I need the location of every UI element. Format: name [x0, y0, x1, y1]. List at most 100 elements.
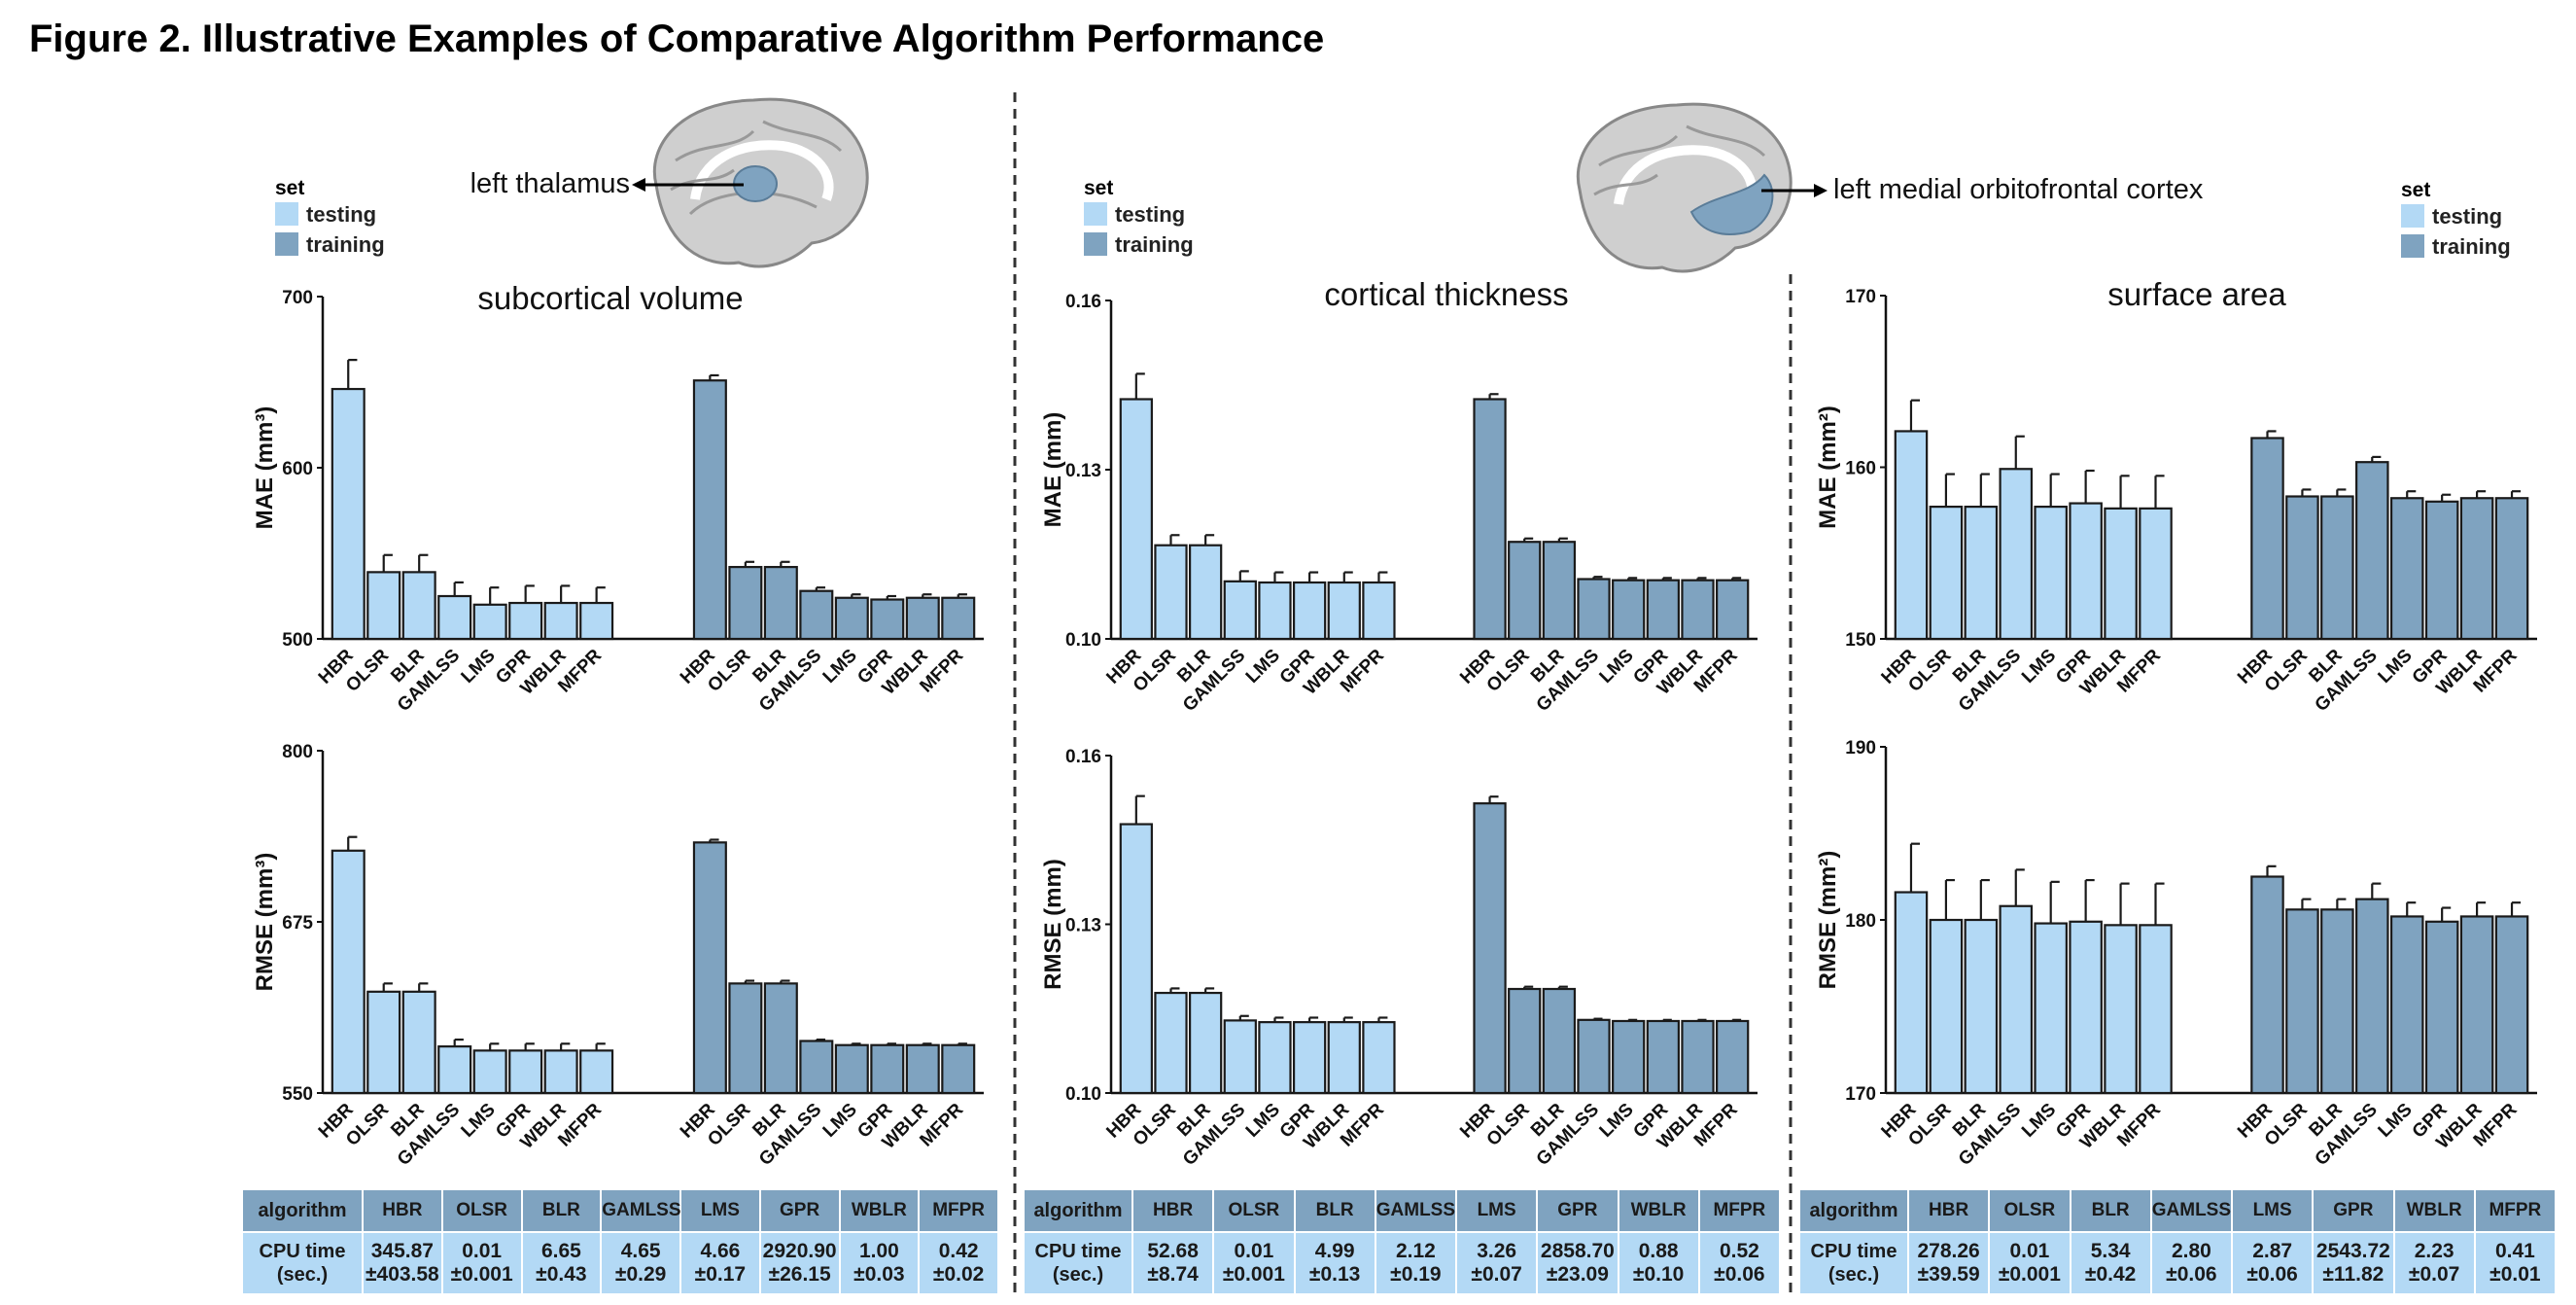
bar-training-mfpr	[1716, 579, 1750, 641]
cpu-cell: 0.01 ±0.001	[1212, 1231, 1296, 1295]
cpu-mean: 345.87	[370, 1240, 434, 1262]
bar-testing-olsr	[1154, 991, 1188, 1095]
bar-training-gamlss	[2355, 898, 2389, 1095]
bar-training-hbr	[1473, 398, 1507, 641]
cpu-mean: 0.41	[2494, 1240, 2535, 1262]
bar-training-wblr	[905, 596, 940, 641]
cpu-sd: ±39.59	[1917, 1263, 1980, 1286]
cpu-algo-gpr: GPR	[1536, 1188, 1619, 1233]
x-tick-label: LMS	[1242, 1100, 1284, 1142]
cpu-table-header-label: algorithm	[241, 1188, 364, 1233]
cpu-cell: 0.01 ±0.001	[1988, 1231, 2071, 1295]
bar-testing-olsr	[1154, 544, 1188, 641]
y-axis-label: RMSE (mm²)	[1815, 851, 1841, 990]
cpu-cell: 278.26 ±39.59	[1906, 1231, 1991, 1295]
cpu-algo-olsr: OLSR	[440, 1188, 523, 1233]
bar-training-hbr	[2250, 437, 2284, 641]
bar-testing-hbr	[1119, 823, 1153, 1095]
bar-testing-lms	[472, 1049, 507, 1095]
cpu-sd: ±0.43	[536, 1263, 587, 1286]
bar-training-wblr	[1681, 1019, 1715, 1095]
legend-title: set	[275, 177, 304, 199]
bar-training-blr	[763, 982, 798, 1095]
bar-testing-wblr	[2104, 507, 2138, 641]
y-axis-label: RMSE (mm³)	[252, 853, 278, 992]
y-tick-label: 160	[1845, 459, 1876, 479]
cpu-cell: 2.23 ±0.07	[2392, 1231, 2476, 1295]
cpu-mean: 4.66	[700, 1240, 741, 1262]
y-tick-label: 0.10	[1065, 1084, 1101, 1105]
orbitofrontal-highlight	[1689, 173, 1774, 235]
cpu-row-label-line1: CPU time	[1034, 1241, 1122, 1262]
bar-training-mfpr	[941, 596, 976, 641]
legend-swatch-testing	[275, 202, 298, 226]
x-tick-label: LMS	[1596, 1100, 1638, 1142]
chart-cortical-thickness-rmse: RMSE (mm)0.100.130.16HBROLSRBLRGAMLSSLMS…	[1040, 747, 1758, 1170]
cpu-algo-gamlss: GAMLSS	[1374, 1188, 1458, 1233]
bar-training-wblr	[1681, 579, 1715, 641]
cpu-sd: ±0.07	[2408, 1263, 2460, 1286]
cpu-algo-mfpr: MFPR	[2473, 1188, 2558, 1233]
bar-testing-gpr	[2069, 502, 2103, 641]
cpu-mean: 2858.70	[1540, 1240, 1615, 1262]
cpu-algo-hbr: HBR	[1906, 1188, 1991, 1233]
bar-training-lms	[2389, 915, 2424, 1095]
cpu-mean: 278.26	[1917, 1240, 1980, 1262]
x-tick-label: LMS	[1242, 646, 1284, 688]
bar-training-hbr	[2250, 875, 2284, 1095]
bar-training-olsr	[728, 565, 763, 641]
bar-training-mfpr	[2494, 497, 2529, 641]
chart-title: cortical thickness	[1324, 276, 1568, 312]
bar-testing-blr	[1964, 505, 1999, 641]
bar-testing-olsr	[1929, 918, 1964, 1095]
chart-subcortical-volume-rmse: RMSE (mm³)550675800HBROLSRBLRGAMLSSLMSGP…	[252, 742, 984, 1170]
bar-training-gpr	[1646, 1019, 1680, 1095]
bar-testing-gamlss	[1999, 468, 2034, 641]
y-tick-label: 180	[1845, 911, 1876, 932]
y-tick-label: 550	[282, 1084, 313, 1105]
bar-training-gpr	[2424, 500, 2459, 641]
bar-testing-lms	[2034, 922, 2068, 1095]
cpu-table-header-row: algorithm HBR OLSR BLR GAMLSS LMS GPR WB…	[1023, 1188, 1782, 1233]
bar-testing-gamlss	[1223, 1019, 1257, 1095]
cpu-row-label-line2: (sec.)	[1052, 1264, 1104, 1286]
bar-training-blr	[1542, 541, 1577, 641]
bar-training-gamlss	[1577, 1018, 1611, 1095]
y-tick-label: 675	[282, 913, 313, 934]
cpu-cell: 0.52 ±0.06	[1697, 1231, 1782, 1295]
y-tick-label: 0.13	[1065, 461, 1101, 481]
bar-testing-mfpr	[1362, 581, 1396, 641]
cpu-table-value-row: CPU time (sec.) 345.87 ±403.58 0.01 ±0.001 …	[241, 1231, 999, 1295]
bar-training-gpr	[2424, 920, 2459, 1095]
cpu-time-table-thickness: algorithm HBR OLSR BLR GAMLSS LMS GPR WB…	[1023, 1188, 1782, 1295]
bar-testing-wblr	[543, 601, 578, 641]
x-tick-label: LMS	[819, 646, 861, 688]
cpu-mean: 2.87	[2252, 1240, 2293, 1262]
cpu-cell: 2.12 ±0.19	[1374, 1231, 1458, 1295]
figure-title: Figure 2. Illustrative Examples of Compa…	[29, 18, 1325, 60]
bar-training-blr	[2320, 908, 2354, 1095]
cpu-algo-mfpr: MFPR	[1697, 1188, 1782, 1233]
cpu-algo-wblr: WBLR	[838, 1188, 921, 1233]
bar-testing-gpr	[508, 601, 543, 641]
bar-training-hbr	[692, 379, 727, 641]
cpu-cell: 2920.90 ±26.15	[758, 1231, 841, 1295]
cpu-row-label: CPU time (sec.)	[1023, 1231, 1133, 1295]
cpu-mean: 6.65	[540, 1240, 581, 1262]
cpu-cell: 2543.72 ±11.82	[2312, 1231, 2395, 1295]
cpu-cell: 4.65 ±0.29	[600, 1231, 681, 1295]
chart-surface-area-rmse: RMSE (mm²)170180190HBROLSRBLRGAMLSSLMSGP…	[1815, 738, 2537, 1170]
x-tick-label: LMS	[2018, 646, 2060, 688]
cpu-cell: 5.34 ±0.42	[2069, 1231, 2152, 1295]
bar-testing-blr	[401, 990, 436, 1095]
cpu-cell: 2.87 ±0.06	[2230, 1231, 2315, 1295]
legend-label-training: training	[1115, 232, 1194, 257]
cpu-table-header-label: algorithm	[1798, 1188, 1909, 1233]
cpu-sd: ±0.42	[2084, 1263, 2137, 1286]
bar-training-hbr	[1473, 802, 1507, 1095]
bar-testing-mfpr	[1362, 1021, 1396, 1095]
cpu-cell: 0.01 ±0.001	[440, 1231, 523, 1295]
x-tick-label: LMS	[2375, 646, 2417, 688]
bar-testing-hbr	[331, 387, 366, 641]
